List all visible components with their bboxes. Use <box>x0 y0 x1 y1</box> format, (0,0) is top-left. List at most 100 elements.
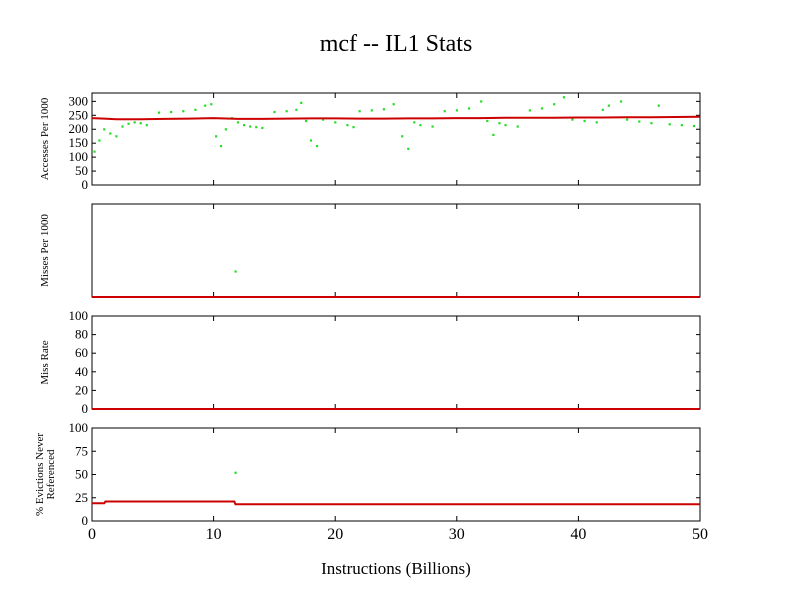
sample-point <box>540 107 544 110</box>
sample-point <box>295 108 298 111</box>
sample-point <box>243 124 246 127</box>
sample-point <box>486 119 489 123</box>
sample-point <box>443 110 446 113</box>
plot-frame-4 <box>91 427 701 522</box>
chart-title: mcf -- IL1 Stats <box>319 31 473 57</box>
sample-point <box>619 100 623 103</box>
sample-point <box>334 121 337 124</box>
sample-point <box>407 147 410 150</box>
sample-point <box>139 122 142 125</box>
sample-point <box>358 110 361 113</box>
sample-point <box>315 144 319 148</box>
sample-point <box>650 122 653 125</box>
sample-point <box>300 101 303 104</box>
y-tick-label: 80 <box>75 327 88 342</box>
sample-point <box>194 108 197 111</box>
y-tick-label: 0 <box>82 177 89 192</box>
sample-point <box>583 119 586 123</box>
sample-point <box>103 128 106 131</box>
sample-point <box>595 121 598 124</box>
sample-point <box>182 110 185 113</box>
y-tick-label: 150 <box>69 135 89 150</box>
sample-point <box>215 135 218 138</box>
sample-point <box>170 110 173 114</box>
sample-point <box>392 103 395 106</box>
sample-point <box>273 110 276 114</box>
y-axis-label: Accesses Per 1000 <box>39 97 51 180</box>
sample-point <box>638 120 641 123</box>
sample-point <box>255 126 258 129</box>
x-axis-label: Instructions (Billions) <box>321 559 471 578</box>
plot-frame-3 <box>91 315 701 410</box>
sample-point <box>157 111 161 114</box>
y-tick-label: 300 <box>69 93 89 108</box>
sample-point <box>467 107 471 110</box>
mean-line <box>91 115 701 121</box>
sample-point <box>121 125 124 128</box>
y-tick-label: 50 <box>75 467 88 482</box>
x-tick-label: 50 <box>692 526 708 543</box>
sample-point <box>680 124 683 127</box>
sample-point <box>607 104 610 107</box>
sample-point <box>219 144 223 148</box>
sample-point <box>127 122 130 125</box>
y-axis-label: Referenced <box>45 449 57 500</box>
sample-point <box>382 108 386 111</box>
x-tick-label: 30 <box>449 526 465 543</box>
sample-point <box>692 124 696 128</box>
sample-point <box>236 121 240 124</box>
y-axis-label: % Evictions Never <box>34 433 46 516</box>
sample-point <box>109 132 112 135</box>
y-tick-label: 200 <box>69 121 89 136</box>
sample-point <box>285 110 288 113</box>
plot-frame-1 <box>91 92 701 186</box>
x-tick-label: 0 <box>88 526 96 543</box>
sample-point <box>626 118 629 121</box>
sample-point <box>305 119 308 123</box>
sample-point <box>504 124 507 127</box>
y-tick-label: 0 <box>82 513 89 528</box>
x-tick-label: 40 <box>570 526 586 543</box>
sample-point <box>562 96 566 99</box>
plot-frame-2 <box>91 203 701 298</box>
y-axis-label: Miss Rate <box>39 340 51 384</box>
y-tick-label: 60 <box>75 345 88 360</box>
sample-point <box>210 103 213 106</box>
sample-point <box>601 108 604 111</box>
sample-point <box>93 150 96 153</box>
sample-point <box>455 109 458 112</box>
y-tick-label: 100 <box>69 420 89 435</box>
sample-point <box>668 123 671 126</box>
y-tick-label: 20 <box>75 382 88 397</box>
x-tick-label: 10 <box>206 526 222 543</box>
sample-point <box>261 126 264 130</box>
sample-point <box>516 125 519 128</box>
sample-point <box>419 124 422 127</box>
sample-point <box>553 103 556 106</box>
sample-point <box>249 125 252 128</box>
sample-point <box>224 128 227 131</box>
x-tick-label: 20 <box>327 526 343 543</box>
sample-point <box>346 124 349 127</box>
sample-point <box>234 471 237 474</box>
sample-point <box>145 124 148 127</box>
sample-point <box>204 104 207 107</box>
y-tick-label: 250 <box>69 107 89 122</box>
y-tick-label: 100 <box>69 308 89 323</box>
y-tick-label: 100 <box>69 149 89 164</box>
sample-point <box>480 100 483 103</box>
sample-point <box>352 126 355 129</box>
y-tick-label: 50 <box>75 163 88 178</box>
sample-point <box>498 122 501 125</box>
y-axis-label: Misses Per 1000 <box>39 214 51 287</box>
mean-line <box>92 500 700 506</box>
sample-point <box>234 270 237 273</box>
sample-point <box>98 139 101 142</box>
sample-point <box>657 104 660 107</box>
y-tick-label: 75 <box>75 443 88 458</box>
sample-point <box>528 109 531 112</box>
y-tick-label: 25 <box>75 490 88 505</box>
sample-point <box>431 125 434 128</box>
y-tick-label: 40 <box>75 364 88 379</box>
